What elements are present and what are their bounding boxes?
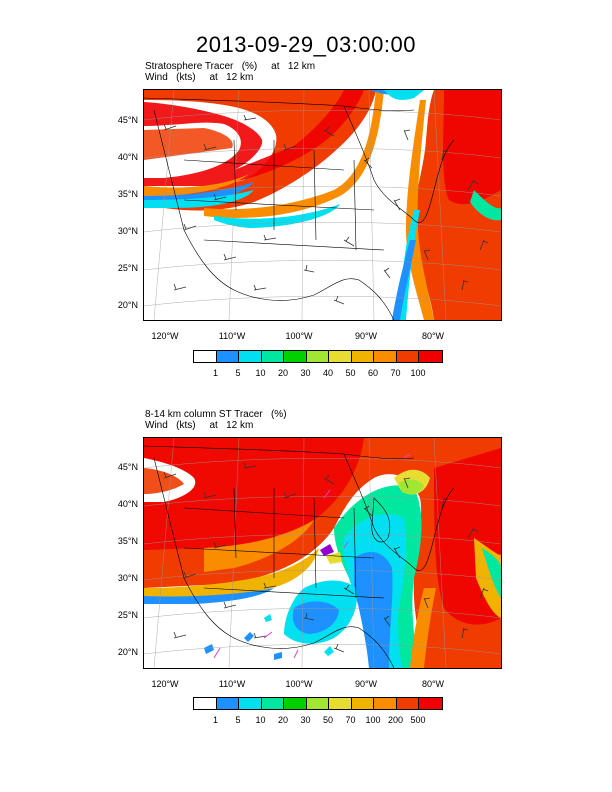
panel2-lon-100: 100°W [285,679,313,689]
colorbar-label: 5 [235,368,241,378]
panel2-wind-barbs [163,462,489,653]
panel2-title-line1: 8-14 km column ST Tracer (%) [145,409,287,420]
colorbar-label: 70 [345,715,356,725]
panel2-lat-45: 45°N [117,462,138,472]
panel1-lat-25: 25°N [117,263,138,273]
colorbar-label: 20 [277,368,288,378]
panel1-lat-20: 20°N [117,300,138,310]
panel1-lat-45: 45°N [117,115,138,125]
colorbar-label: 40 [322,368,333,378]
panel2-lon-80: 80°W [421,679,445,689]
colorbar-swatch [194,698,217,709]
panel2-lat-35: 35°N [117,536,138,546]
panel1-tracer-field [144,90,501,320]
colorbar-label: 500 [410,715,426,725]
panel2-colorbar [193,697,443,710]
colorbar-label: 200 [387,715,404,725]
colorbar-swatch [419,698,442,709]
colorbar-swatch [306,698,329,709]
colorbar-swatch [419,351,442,362]
colorbar-swatch [261,698,284,709]
colorbar-label: 10 [255,368,266,378]
panel2-map [143,437,502,669]
colorbar-label: 100 [410,368,426,378]
colorbar-swatch [374,698,397,709]
panel2-lon-90: 90°W [354,679,378,689]
panel2-title-line2: Wind (kts) at 12 km [145,420,254,431]
colorbar-swatch [374,351,397,362]
panel1-lon-90: 90°W [354,331,378,341]
panel2-lat-25: 25°N [117,610,138,620]
colorbar-swatch [329,698,352,709]
panel2-tracer-field [144,438,501,668]
panel1-map [143,89,502,321]
colorbar-label: 60 [367,368,378,378]
colorbar-label: 30 [300,715,311,725]
panel1-title-line1: Stratosphere Tracer (%) at 12 km [145,61,316,72]
colorbar-label: 100 [365,715,381,725]
colorbar-swatch [284,698,307,709]
colorbar-label: 10 [255,715,266,725]
colorbar-label: 50 [345,368,356,378]
panel1-lon-80: 80°W [421,331,445,341]
colorbar-label: 50 [322,715,333,725]
colorbar-swatch [194,351,217,362]
panel1-title-line2: Wind (kts) at 12 km [145,72,254,83]
colorbar-swatch [216,351,239,362]
panel1-lat-40: 40°N [117,152,138,162]
main-title: 2013-09-29_03:00:00 [196,32,416,57]
colorbar-swatch [351,698,374,709]
colorbar-label: 20 [277,715,288,725]
panel1-subtitle: Stratosphere Tracer (%) at 12 km Wind (k… [145,61,315,83]
panel2-subtitle: 8-14 km column ST Tracer (%) Wind (kts) … [145,409,287,431]
panel2-lon-120: 120°W [151,679,179,689]
colorbar-label: 30 [300,368,311,378]
panel2-magenta-contours [213,453,411,659]
panel2-lat-30: 30°N [117,573,138,583]
panel1-lat-30: 30°N [117,226,138,236]
panel1-wind-barbs [163,114,489,305]
panel1-map-lines [144,90,501,320]
colorbar-swatch [261,351,284,362]
panel1-lon-100: 100°W [285,331,313,341]
panel2-lat-40: 40°N [117,499,138,509]
colorbar-swatch [216,698,239,709]
colorbar-label: 1 [212,368,218,378]
panel2-lon-110: 110°W [218,679,246,689]
colorbar-swatch [284,351,307,362]
colorbar-label: 70 [390,368,401,378]
colorbar-swatch [396,698,419,709]
colorbar-label: 5 [235,715,241,725]
panel1-lon-120: 120°W [151,331,179,341]
colorbar-swatch [306,351,329,362]
colorbar-label: 1 [212,715,218,725]
panel1-lon-110: 110°W [218,331,246,341]
panel2-map-lines [144,438,501,668]
panel1-lat-35: 35°N [117,189,138,199]
panel1-colorbar [193,350,443,363]
colorbar-swatch [329,351,352,362]
panel2-lat-20: 20°N [117,647,138,657]
colorbar-swatch [396,351,419,362]
colorbar-swatch [239,698,262,709]
colorbar-swatch [351,351,374,362]
colorbar-swatch [239,351,262,362]
